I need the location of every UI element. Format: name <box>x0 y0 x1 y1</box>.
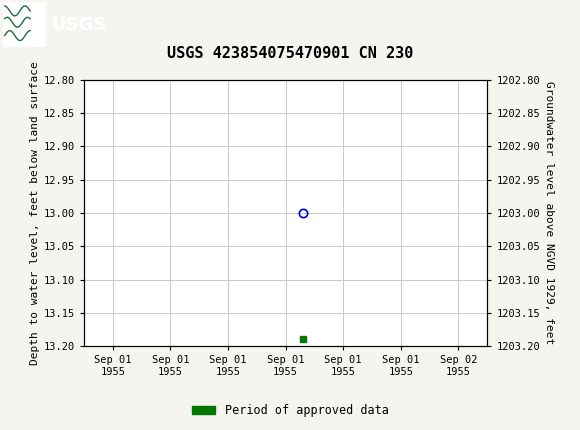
Text: USGS: USGS <box>51 16 106 34</box>
Bar <box>3 3 46 47</box>
Legend: Period of approved data: Period of approved data <box>187 399 393 422</box>
Text: USGS 423854075470901 CN 230: USGS 423854075470901 CN 230 <box>167 46 413 61</box>
Y-axis label: Groundwater level above NGVD 1929, feet: Groundwater level above NGVD 1929, feet <box>544 81 554 344</box>
Y-axis label: Depth to water level, feet below land surface: Depth to water level, feet below land su… <box>30 61 39 365</box>
